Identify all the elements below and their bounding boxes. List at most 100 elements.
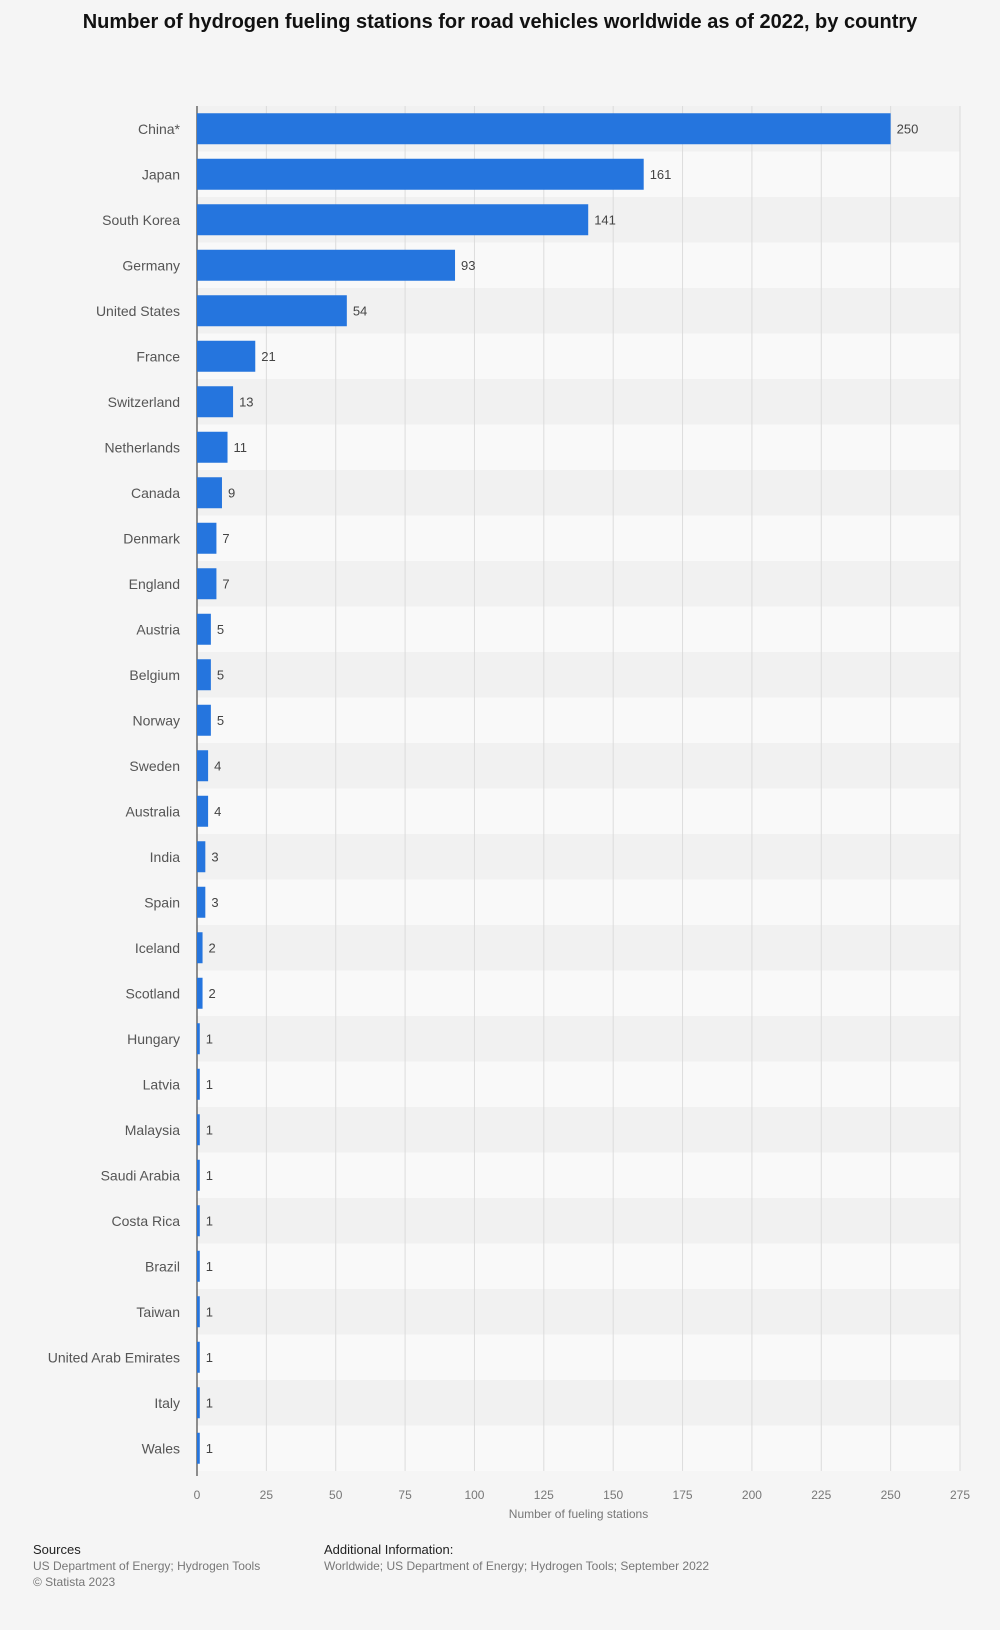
data-label: 3 <box>211 895 218 910</box>
bar <box>197 659 211 691</box>
x-tick-label: 150 <box>603 1488 623 1502</box>
data-label: 4 <box>214 804 221 819</box>
row-band <box>197 788 960 834</box>
data-label: 9 <box>228 485 235 500</box>
category-label: Iceland <box>135 940 180 956</box>
x-tick-label: 225 <box>811 1488 831 1502</box>
x-tick-label: 0 <box>194 1488 201 1502</box>
row-band <box>197 515 960 561</box>
row-band <box>197 1107 960 1153</box>
category-label: India <box>150 849 181 865</box>
data-label: 5 <box>217 713 224 728</box>
bar <box>197 1296 200 1328</box>
data-label: 3 <box>211 849 218 864</box>
row-band <box>197 925 960 971</box>
data-label: 93 <box>461 258 475 273</box>
category-label: Netherlands <box>105 439 181 455</box>
category-label: France <box>136 348 180 364</box>
sources-block: Sources US Department of Energy; Hydroge… <box>33 1542 260 1590</box>
bar <box>197 1205 200 1237</box>
bar <box>197 1432 200 1464</box>
row-band <box>197 333 960 379</box>
bar <box>197 249 456 281</box>
data-label: 1 <box>206 1168 213 1183</box>
data-label: 1 <box>206 1395 213 1410</box>
category-label: Spain <box>144 894 180 910</box>
row-band <box>197 1016 960 1062</box>
bar <box>197 1250 200 1282</box>
row-band <box>197 1152 960 1198</box>
data-label: 2 <box>209 986 216 1001</box>
bar <box>197 113 891 145</box>
row-band <box>197 1198 960 1244</box>
data-label: 21 <box>261 349 275 364</box>
x-tick-label: 250 <box>881 1488 901 1502</box>
category-label: Malaysia <box>125 1122 180 1138</box>
bar <box>197 386 234 418</box>
bar <box>197 1068 200 1100</box>
bar <box>197 1341 200 1373</box>
row-band <box>197 424 960 470</box>
category-label: Denmark <box>123 530 181 546</box>
row-band <box>197 1380 960 1426</box>
bar <box>197 704 211 736</box>
data-label: 141 <box>594 212 616 227</box>
category-label: Brazil <box>145 1258 180 1274</box>
data-label: 11 <box>234 440 248 455</box>
data-label: 2 <box>209 940 216 955</box>
row-band <box>197 1061 960 1107</box>
bar <box>197 295 347 327</box>
category-label: Taiwan <box>136 1304 180 1320</box>
bar <box>197 1159 200 1191</box>
sources-text[interactable]: US Department of Energy; Hydrogen Tools <box>33 1559 261 1573</box>
additional-info-block: Additional Information: Worldwide; US De… <box>324 1542 709 1574</box>
row-band <box>197 1425 960 1471</box>
additional-info-text: Worldwide; US Department of Energy; Hydr… <box>324 1559 710 1573</box>
category-label: Hungary <box>127 1031 180 1047</box>
row-band <box>197 561 960 607</box>
x-tick-label: 275 <box>950 1488 970 1502</box>
category-label: Latvia <box>143 1076 181 1092</box>
data-label: 1 <box>206 1441 213 1456</box>
category-label: United States <box>96 303 180 319</box>
bar <box>197 841 206 873</box>
x-tick-label: 75 <box>398 1488 412 1502</box>
copyright-text: © Statista 2023 <box>33 1575 116 1589</box>
data-label: 5 <box>217 667 224 682</box>
sources-heading: Sources <box>33 1542 81 1557</box>
bar <box>197 1023 200 1055</box>
data-label: 7 <box>222 576 229 591</box>
row-band <box>197 1334 960 1380</box>
data-label: 1 <box>206 1031 213 1046</box>
bar <box>197 795 209 827</box>
row-band <box>197 606 960 652</box>
bar <box>197 158 644 190</box>
data-label: 13 <box>239 394 253 409</box>
bar <box>197 1387 200 1419</box>
bar <box>197 750 209 782</box>
category-label: Japan <box>142 166 180 182</box>
data-label: 1 <box>206 1304 213 1319</box>
bar <box>197 886 206 918</box>
bar <box>197 477 222 509</box>
bar <box>197 568 217 600</box>
row-band <box>197 697 960 743</box>
bar <box>197 932 203 964</box>
chart-title: Number of hydrogen fueling stations for … <box>82 11 918 33</box>
category-label: United Arab Emirates <box>48 1349 180 1365</box>
category-label: Canada <box>131 485 180 501</box>
row-band <box>197 879 960 925</box>
category-label: Australia <box>126 803 181 819</box>
x-axis-title: Number of fueling stations <box>509 1507 648 1521</box>
row-band <box>197 970 960 1016</box>
category-label: Sweden <box>129 758 180 774</box>
bar <box>197 977 203 1009</box>
bar <box>197 522 217 554</box>
row-band <box>197 743 960 789</box>
bar <box>197 204 589 236</box>
row-band <box>197 834 960 880</box>
data-label: 250 <box>897 121 919 136</box>
data-label: 161 <box>650 167 672 182</box>
data-label: 1 <box>206 1350 213 1365</box>
